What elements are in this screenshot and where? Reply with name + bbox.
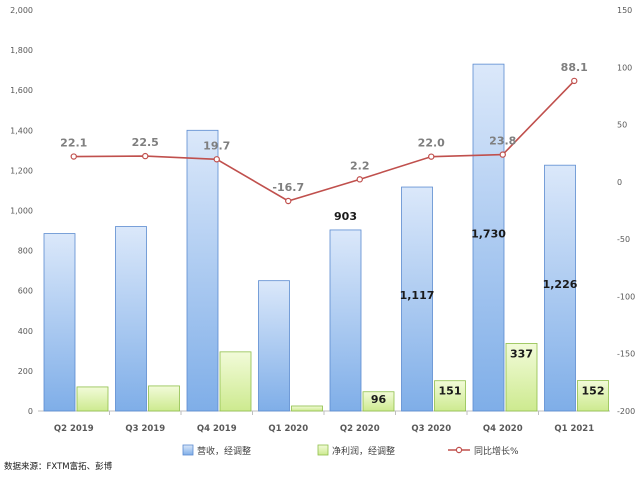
- source-note: 数据来源：FXTM富拓、彭博: [4, 462, 113, 472]
- yoy-data-label: 2.2: [350, 159, 370, 172]
- net-profit-bar: [291, 405, 323, 412]
- net-profit-bar: [505, 343, 538, 412]
- y-right-tick-label: -100: [617, 292, 635, 301]
- yoy-point: [428, 153, 435, 160]
- y-right-tick-label: -200: [617, 407, 635, 416]
- y-left-tick-label: 1,000: [10, 207, 33, 216]
- yoy-point: [142, 152, 149, 160]
- x-tick-label: Q2 2019: [54, 424, 94, 434]
- net-profit-bar: [577, 380, 609, 412]
- y-left-tick-label: 1,800: [10, 46, 33, 55]
- yoy-data-label: 22.1: [60, 137, 87, 150]
- yoy-data-label: -16.7: [272, 181, 304, 194]
- yoy-data-label: 22.0: [418, 137, 445, 150]
- revenue-bar: [115, 226, 147, 412]
- x-tick-label: Q3 2020: [411, 424, 451, 434]
- yoy-point: [571, 77, 578, 85]
- revenue-bar: [43, 233, 76, 412]
- net-profit-bar: [219, 351, 252, 412]
- y-left-tick-label: 800: [18, 247, 33, 256]
- legend: 营收，经调整 净利润，经调整 同比增长%: [182, 444, 519, 457]
- revenue-bar: [401, 186, 433, 412]
- revenue-bar: [258, 280, 290, 412]
- x-tick-label: Q4 2020: [483, 424, 523, 434]
- x-tick-label: Q1 2021: [554, 424, 594, 434]
- yoy-data-label: 88.1: [561, 61, 588, 74]
- yoy-data-label: 22.5: [132, 136, 159, 149]
- yoy-point: [70, 153, 77, 160]
- yoy-point: [285, 197, 292, 205]
- legend-yoy-marker: [455, 446, 463, 454]
- net-profit-bar: [148, 385, 180, 412]
- net-profit-bar: [362, 391, 395, 412]
- y-right-tick-label: -50: [617, 235, 630, 244]
- y-left-tick-label: 600: [18, 287, 33, 296]
- revenue-bar: [329, 229, 362, 412]
- y-left-tick-label: 1,400: [10, 126, 33, 135]
- x-tick-label: Q3 2019: [125, 424, 165, 434]
- revenue-bar: [544, 164, 576, 412]
- y-left-tick-label: 200: [18, 367, 33, 376]
- legend-yoy-label: 同比增长%: [474, 445, 519, 457]
- revenue-data-label: 1,226: [543, 278, 578, 291]
- revenue-data-label: 1,730: [471, 228, 506, 241]
- legend-revenue-label: 营收，经调整: [197, 445, 251, 457]
- net-profit-data-label: 151: [439, 385, 462, 398]
- y-right-tick-label: -150: [617, 350, 635, 359]
- y-right-tick-label: 0: [617, 178, 622, 187]
- y-left-tick-label: 2,000: [10, 6, 33, 15]
- y-right-tick-label: 150: [617, 6, 632, 15]
- legend-net-profit-label: 净利润，经调整: [332, 445, 395, 457]
- net-profit-data-label: 96: [371, 393, 387, 406]
- yoy-data-label: 19.7: [203, 139, 230, 152]
- revenue-bar: [186, 129, 219, 412]
- y-left-tick-label: 0: [28, 407, 33, 416]
- y-left-tick-label: 1,200: [10, 166, 33, 175]
- revenue-data-label: 903: [334, 210, 357, 223]
- net-profit-data-label: 152: [582, 385, 605, 398]
- y-left-tick-label: 1,600: [10, 86, 33, 95]
- yoy-data-label: 23.8: [489, 135, 516, 148]
- revenue-data-label: 1,117: [400, 289, 435, 302]
- yoy-point: [213, 156, 220, 163]
- y-left-tick-label: 400: [18, 327, 33, 336]
- revenue-bar: [472, 63, 505, 412]
- yoy-growth-line: [73, 80, 575, 202]
- y-right-tick-label: 50: [617, 121, 627, 130]
- yoy-point: [356, 176, 363, 183]
- line-layer: [70, 77, 578, 205]
- y-right-tick-label: 100: [617, 63, 632, 72]
- x-tick-label: Q4 2019: [197, 424, 237, 434]
- legend-net-profit-swatch: [317, 444, 329, 456]
- net-profit-bar: [76, 386, 109, 412]
- labels-layer: 903 96 1,117 151 1,730 337 1,226 152 22.1 22.5 19.…: [60, 61, 604, 406]
- x-tick-label: Q1 2020: [268, 424, 308, 434]
- yoy-point: [499, 151, 506, 158]
- net-profit-data-label: 337: [510, 347, 533, 360]
- x-tick-label: Q2 2020: [340, 424, 380, 434]
- axes-layer: 0 200 400 600 800 1,000 1,200 1,400 1,600 1,800 2,…: [10, 6, 635, 434]
- net-profit-bar: [434, 380, 466, 412]
- bars-layer: [43, 63, 609, 412]
- legend-revenue-swatch: [182, 444, 194, 456]
